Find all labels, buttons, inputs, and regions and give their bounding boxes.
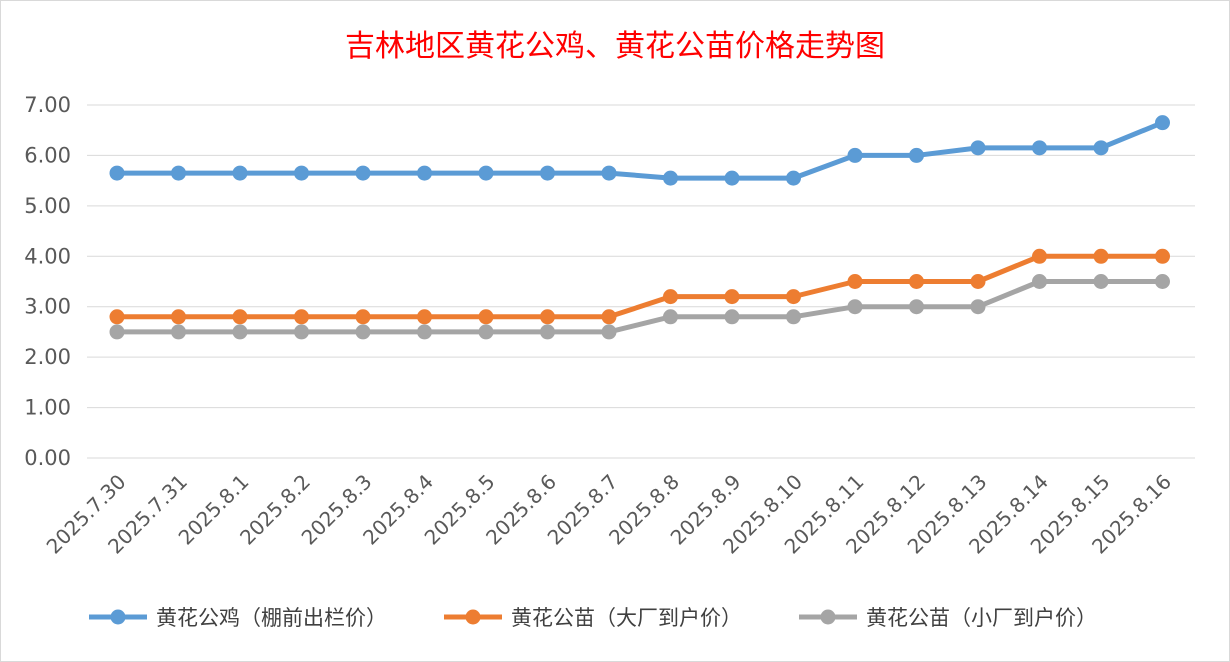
legend-item: 黄花公鸡（棚前出栏价） xyxy=(89,606,387,630)
data-point xyxy=(663,309,678,325)
data-point xyxy=(601,309,617,325)
data-point xyxy=(171,309,186,325)
data-point xyxy=(355,165,371,181)
data-point xyxy=(724,289,740,305)
data-point xyxy=(109,309,125,325)
data-point xyxy=(1032,248,1047,264)
legend-item: 黄花公苗（小厂到户价） xyxy=(799,606,1097,630)
series-group xyxy=(109,115,1170,340)
y-tick-label: 6.00 xyxy=(24,143,71,167)
data-point xyxy=(232,324,248,340)
data-point xyxy=(1155,248,1170,264)
data-point xyxy=(109,165,125,181)
data-point xyxy=(601,324,617,340)
data-point xyxy=(540,165,555,181)
y-tick-label: 4.00 xyxy=(24,244,71,268)
data-point xyxy=(232,309,248,325)
data-point xyxy=(294,165,309,181)
data-point xyxy=(294,309,309,325)
data-point xyxy=(970,299,986,315)
series-3 xyxy=(109,274,1170,340)
legend-label: 黄花公苗（小厂到户价） xyxy=(866,606,1097,630)
data-point xyxy=(909,147,924,163)
data-point xyxy=(663,170,678,186)
data-point xyxy=(417,324,432,340)
y-tick-label: 0.00 xyxy=(24,446,71,470)
series-line xyxy=(114,279,1165,335)
data-point xyxy=(478,309,494,325)
data-point xyxy=(1155,274,1170,289)
series-1 xyxy=(109,115,1170,186)
data-point xyxy=(478,324,494,340)
data-point xyxy=(909,299,924,315)
data-point xyxy=(847,274,863,289)
legend-label: 黄花公苗（大厂到户价） xyxy=(511,606,742,630)
data-point xyxy=(786,289,801,305)
data-point xyxy=(847,147,863,163)
data-point xyxy=(540,309,555,325)
legend-marker-icon xyxy=(820,609,836,625)
data-point xyxy=(1093,274,1109,289)
data-point xyxy=(540,324,555,340)
data-point xyxy=(847,299,863,315)
series-line xyxy=(114,253,1165,320)
y-tick-label: 7.00 xyxy=(24,93,71,117)
data-point xyxy=(786,309,801,325)
data-point xyxy=(355,309,371,325)
legend-item: 黄花公苗（大厂到户价） xyxy=(444,606,742,630)
data-point xyxy=(663,289,678,305)
legend: 黄花公鸡（棚前出栏价） 黄花公苗（大厂到户价） 黄花公苗（小厂到户价） xyxy=(89,606,1097,630)
y-tick-label: 5.00 xyxy=(24,194,71,218)
data-point xyxy=(1032,140,1047,156)
data-point xyxy=(109,324,125,340)
legend-marker-icon xyxy=(465,609,481,625)
data-point xyxy=(478,165,494,181)
data-point xyxy=(1093,140,1109,156)
x-axis-ticks: 2025.7.302025.7.312025.8.12025.8.22025.8… xyxy=(42,470,1176,559)
data-point xyxy=(171,324,186,340)
series-line xyxy=(114,120,1165,181)
data-point xyxy=(355,324,371,340)
data-point xyxy=(724,170,740,186)
data-point xyxy=(970,140,986,156)
y-tick-label: 2.00 xyxy=(24,345,71,369)
data-point xyxy=(601,165,617,181)
data-point xyxy=(1155,115,1170,131)
legend-label: 黄花公鸡（棚前出栏价） xyxy=(156,606,387,630)
data-point xyxy=(171,165,186,181)
data-point xyxy=(294,324,309,340)
legend-marker-icon xyxy=(110,609,126,625)
data-point xyxy=(970,274,986,289)
data-point xyxy=(1093,248,1109,264)
data-point xyxy=(786,170,801,186)
y-tick-label: 1.00 xyxy=(24,396,71,420)
grid xyxy=(87,104,1195,459)
data-point xyxy=(1032,274,1047,289)
chart-title: 吉林地区黄花公鸡、黄花公苗价格走势图 xyxy=(345,29,885,64)
data-point xyxy=(724,309,740,325)
y-tick-label: 3.00 xyxy=(24,295,71,319)
series-2 xyxy=(109,248,1170,325)
y-axis-ticks: 0.00 1.00 2.00 3.00 4.00 5.00 6.00 7.00 xyxy=(24,93,71,470)
data-point xyxy=(909,274,924,289)
data-point xyxy=(232,165,248,181)
data-point xyxy=(417,309,432,325)
data-point xyxy=(417,165,432,181)
